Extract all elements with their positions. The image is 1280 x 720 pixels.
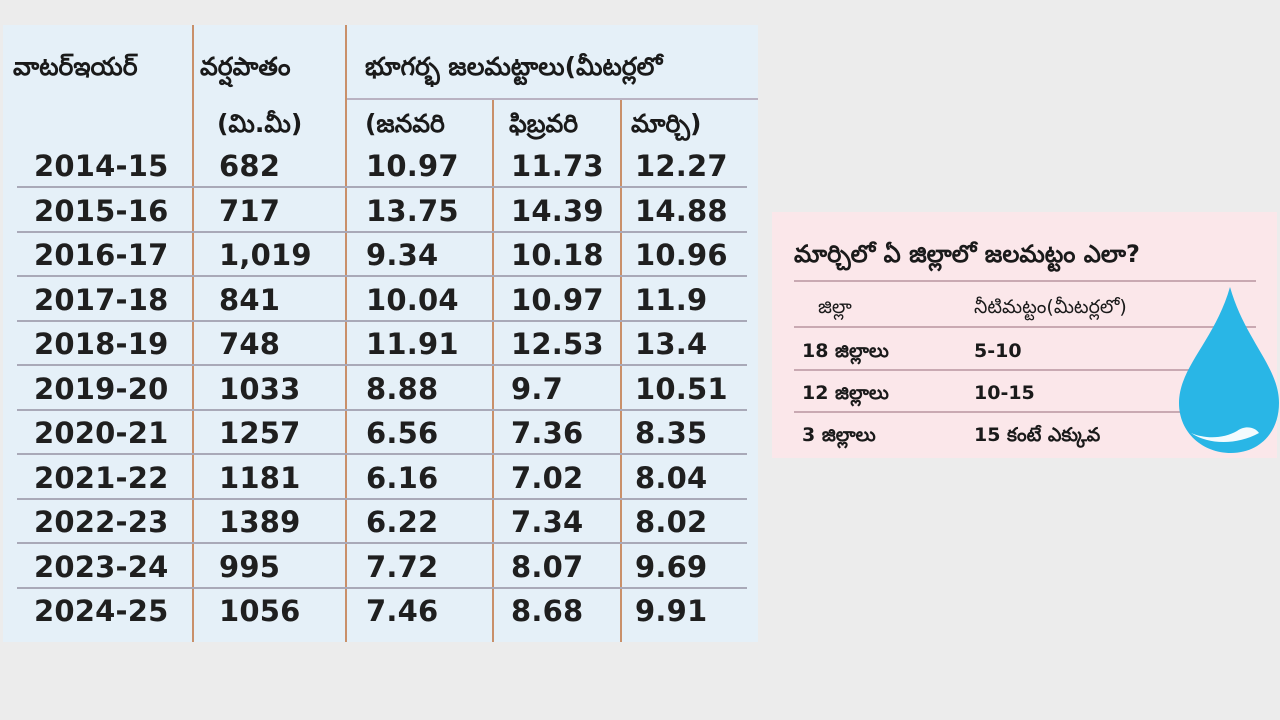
cell-march: 10.51 xyxy=(635,371,728,406)
cell-january: 9.34 xyxy=(366,238,439,272)
group-header-underline xyxy=(347,98,758,100)
cell-march: 12.27 xyxy=(635,149,728,183)
side-row-district: 3 జిల్లాలు xyxy=(802,424,876,446)
side-row-district: 18 జిల్లాలు xyxy=(802,340,889,362)
district-levels-box: మార్చిలో ఏ జిల్లాలో జలమట్టం ఎలా? జిల్లా … xyxy=(772,212,1277,458)
cell-water-year: 2018-19 xyxy=(34,327,169,361)
cell-february: 12.53 xyxy=(511,327,604,361)
cell-march: 9.69 xyxy=(635,549,708,584)
cell-water-year: 2024-25 xyxy=(34,594,169,628)
cell-february: 11.73 xyxy=(511,149,604,183)
cell-february: 7.34 xyxy=(511,505,584,539)
water-drop-icon xyxy=(1179,287,1279,453)
side-row-level: 15 కంటే ఎక్కువ xyxy=(974,424,1101,446)
cell-january: 7.46 xyxy=(366,594,439,628)
side-divider xyxy=(794,280,1256,282)
cell-water-year: 2022-23 xyxy=(34,505,169,539)
cell-march: 9.91 xyxy=(635,594,708,628)
header-march: మార్చి) xyxy=(631,109,702,138)
cell-rainfall: 995 xyxy=(219,549,281,584)
side-divider xyxy=(794,326,1256,328)
cell-january: 6.22 xyxy=(366,505,439,539)
cell-march: 8.35 xyxy=(635,416,708,450)
cell-rainfall: 841 xyxy=(219,282,281,317)
side-header-level: నీటిమట్టం(మీటర్లలో) xyxy=(974,296,1127,318)
column-divider xyxy=(345,25,347,642)
side-divider xyxy=(794,411,1256,413)
cell-water-year: 2019-20 xyxy=(34,371,169,406)
cell-rainfall: 1181 xyxy=(219,460,301,495)
cell-march: 8.04 xyxy=(635,460,708,495)
cell-rainfall: 748 xyxy=(219,327,281,361)
cell-february: 7.02 xyxy=(511,460,584,495)
cell-rainfall: 1056 xyxy=(219,594,301,628)
cell-march: 14.88 xyxy=(635,193,728,228)
cell-water-year: 2017-18 xyxy=(34,282,169,317)
row-divider xyxy=(17,586,747,589)
side-row-level: 5-10 xyxy=(974,340,1022,362)
cell-rainfall: 1257 xyxy=(219,416,301,450)
groundwater-table: వాటర్ఇయర్ వర్షపాతం (మి.మీ) భూగర్భ జలమట్ట… xyxy=(3,25,758,642)
column-divider xyxy=(192,25,194,642)
cell-water-year: 2023-24 xyxy=(34,549,169,584)
cell-march: 11.9 xyxy=(635,282,708,317)
cell-january: 6.56 xyxy=(366,416,439,450)
cell-march: 8.02 xyxy=(635,505,708,539)
column-divider xyxy=(620,100,622,642)
cell-rainfall: 682 xyxy=(219,149,281,183)
cell-rainfall: 717 xyxy=(219,193,281,228)
row-divider xyxy=(17,497,747,500)
header-rainfall-unit: (మి.మీ) xyxy=(217,109,303,138)
cell-rainfall: 1,019 xyxy=(219,238,312,272)
cell-january: 7.72 xyxy=(366,549,439,584)
cell-january: 8.88 xyxy=(366,371,439,406)
cell-january: 10.04 xyxy=(366,282,459,317)
cell-water-year: 2021-22 xyxy=(34,460,169,495)
cell-water-year: 2016-17 xyxy=(34,238,169,272)
cell-february: 10.97 xyxy=(511,282,604,317)
cell-february: 10.18 xyxy=(511,238,604,272)
cell-january: 6.16 xyxy=(366,460,439,495)
row-divider xyxy=(17,408,747,411)
cell-rainfall: 1389 xyxy=(219,505,301,539)
header-february: ఫిబ్రవరి xyxy=(509,109,579,138)
cell-february: 8.07 xyxy=(511,549,584,584)
row-divider xyxy=(17,275,747,277)
cell-february: 8.68 xyxy=(511,594,584,628)
cell-march: 10.96 xyxy=(635,238,728,272)
row-divider xyxy=(17,453,747,455)
cell-february: 7.36 xyxy=(511,416,584,450)
side-row-level: 10-15 xyxy=(974,382,1035,404)
header-groundwater-levels: భూగర్భ జలమట్టాలు(మీటర్లలో xyxy=(365,52,663,81)
row-divider xyxy=(17,230,747,233)
cell-water-year: 2014-15 xyxy=(34,149,169,183)
row-divider xyxy=(17,364,747,366)
cell-march: 13.4 xyxy=(635,327,708,361)
side-title: మార్చిలో ఏ జిల్లాలో జలమట్టం ఎలా? xyxy=(794,240,1140,268)
cell-february: 14.39 xyxy=(511,193,604,228)
cell-rainfall: 1033 xyxy=(219,371,301,406)
cell-january: 10.97 xyxy=(366,149,459,183)
header-water-year: వాటర్ఇయర్ xyxy=(13,52,138,81)
row-divider xyxy=(17,186,747,188)
cell-january: 13.75 xyxy=(366,193,459,228)
side-row-district: 12 జిల్లాలు xyxy=(802,382,889,404)
column-divider xyxy=(492,100,494,642)
side-header-district: జిల్లా xyxy=(818,296,852,318)
header-rainfall: వర్షపాతం xyxy=(200,52,291,81)
cell-february: 9.7 xyxy=(511,371,563,406)
row-divider xyxy=(17,542,747,544)
cell-water-year: 2015-16 xyxy=(34,193,169,228)
row-divider xyxy=(17,319,747,322)
side-divider xyxy=(794,369,1256,371)
cell-january: 11.91 xyxy=(366,327,459,361)
header-january: (జనవరి xyxy=(365,109,445,138)
cell-water-year: 2020-21 xyxy=(34,416,169,450)
